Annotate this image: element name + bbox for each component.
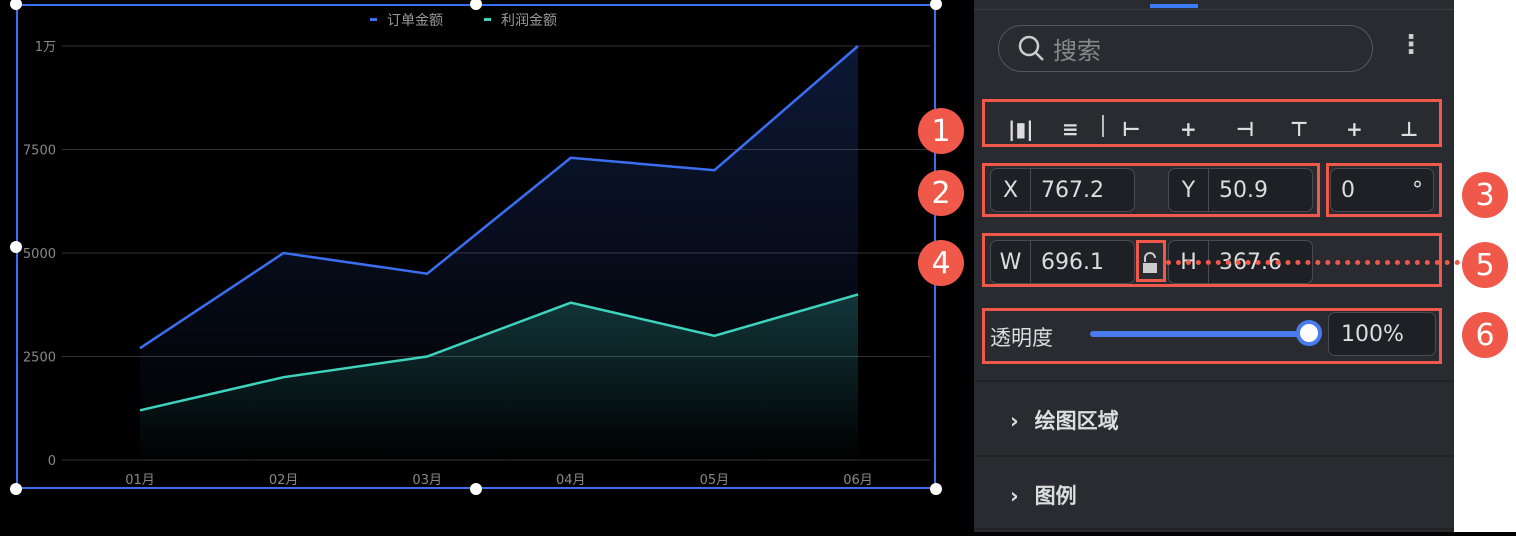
- annotation-badge-4: 4: [918, 240, 964, 286]
- opacity-label: 透明度: [990, 326, 1053, 350]
- annotation-badge-2: 2: [918, 170, 964, 216]
- align-right-icon[interactable]: ⊣: [1236, 117, 1255, 141]
- resize-handle[interactable]: [10, 0, 22, 10]
- divider: [974, 528, 1454, 530]
- series-area: [140, 294, 858, 460]
- legend-label: 订单金额: [387, 13, 443, 29]
- y-tick-label: 7500: [23, 144, 56, 159]
- align-center-h-icon[interactable]: +: [1180, 117, 1197, 141]
- selection-frame[interactable]: [16, 4, 936, 489]
- chevron-right-icon: ›: [1010, 484, 1019, 508]
- annotation-box-5: [1136, 240, 1166, 282]
- chart-canvas[interactable]: 0 2500 5000 7500 1万 01月 02月 03月 04月 05月 06月 订单金额 利润金…: [0, 0, 974, 532]
- divider: [974, 9, 1454, 10]
- legend-marker: [484, 18, 491, 21]
- series-line: [139, 293, 859, 412]
- legend-label: 利润金额: [501, 13, 557, 29]
- y-tick-label: 2500: [23, 351, 56, 366]
- x-tick-label: 03月: [412, 473, 442, 488]
- section-plot-area[interactable]: › 绘图区域: [1010, 405, 1119, 435]
- annotation-box-2: [982, 163, 1320, 217]
- y-field[interactable]: Y 50.9: [1168, 168, 1313, 212]
- section-legend[interactable]: › 图例: [1010, 480, 1077, 510]
- y-tick-label: 0: [48, 454, 56, 469]
- resize-handle[interactable]: [930, 483, 942, 495]
- active-tab-indicator: [1150, 4, 1198, 8]
- resize-handle[interactable]: [470, 0, 482, 10]
- opacity-value: 100%: [1341, 321, 1404, 347]
- align-bottom-icon[interactable]: ⊥: [1400, 117, 1419, 141]
- opacity-slider[interactable]: [1090, 331, 1310, 337]
- series-line: [139, 45, 859, 350]
- x-tick-label: 04月: [556, 473, 586, 488]
- y-label: Y: [1169, 169, 1209, 211]
- x-tick-label: 02月: [269, 473, 299, 488]
- x-field[interactable]: X 767.2: [990, 168, 1135, 212]
- lock-icon[interactable]: [1142, 252, 1158, 274]
- y-value: 50.9: [1219, 177, 1268, 203]
- opacity-field[interactable]: 100%: [1328, 312, 1436, 356]
- y-tick-label: 5000: [23, 247, 56, 262]
- annotation-box-3: [1326, 163, 1442, 217]
- opacity-slider-thumb[interactable]: [1296, 320, 1322, 346]
- rotation-field[interactable]: 0 °: [1330, 168, 1434, 212]
- annotation-box-6: [982, 308, 1442, 364]
- distribute-horizontal-icon[interactable]: |▮|: [1008, 117, 1034, 141]
- divider: [1102, 115, 1104, 137]
- x-label: X: [991, 169, 1031, 211]
- section-label: 绘图区域: [1034, 409, 1119, 433]
- resize-handle[interactable]: [930, 0, 942, 10]
- annotation-box-1: [982, 99, 1442, 147]
- legend-marker: [370, 18, 377, 21]
- distribute-vertical-icon[interactable]: ≡: [1062, 117, 1079, 141]
- resize-handle[interactable]: [470, 483, 482, 495]
- rotation-value: 0: [1341, 177, 1355, 203]
- w-field[interactable]: W 696.1: [990, 240, 1135, 284]
- annotation-badge-1: 1: [918, 108, 964, 154]
- x-tick-label: 06月: [843, 473, 873, 488]
- annotation-badge-6: 6: [1462, 312, 1508, 358]
- align-top-icon[interactable]: ⊤: [1290, 117, 1309, 141]
- annotation-badge-5: 5: [1462, 242, 1508, 288]
- resize-handle[interactable]: [10, 483, 22, 495]
- align-left-icon[interactable]: ⊢: [1122, 117, 1141, 141]
- more-icon[interactable]: ⋮: [1398, 30, 1424, 60]
- search-input[interactable]: 搜索: [998, 25, 1373, 72]
- resize-handle[interactable]: [10, 241, 22, 253]
- w-value: 696.1: [1041, 249, 1104, 275]
- y-tick-label: 1万: [35, 40, 56, 55]
- section-label: 图例: [1034, 484, 1077, 508]
- divider: [974, 380, 1454, 382]
- area-chart: 0 2500 5000 7500 1万 01月 02月 03月 04月 05月 06月 订单金额 利润金…: [23, 13, 930, 488]
- chevron-right-icon: ›: [1010, 409, 1019, 433]
- align-middle-v-icon[interactable]: +: [1346, 117, 1363, 141]
- x-tick-label: 01月: [125, 473, 155, 488]
- search-icon: [1018, 35, 1044, 61]
- annotation-badge-3: 3: [1462, 172, 1508, 218]
- divider: [974, 455, 1454, 457]
- x-value: 767.2: [1041, 177, 1104, 203]
- w-label: W: [991, 241, 1031, 283]
- search-placeholder: 搜索: [1053, 37, 1101, 65]
- annotation-leader: [1166, 260, 1460, 265]
- properties-panel: 搜索 ⋮ |▮| ≡ ⊢ + ⊣ ⊤ + ⊥ X 767.2 Y 50.9 0 ° W…: [974, 0, 1454, 532]
- rotation-unit: °: [1412, 177, 1423, 203]
- x-tick-label: 05月: [700, 473, 730, 488]
